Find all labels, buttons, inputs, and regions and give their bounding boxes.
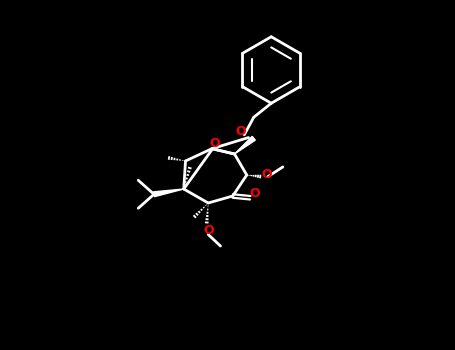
Text: O: O bbox=[250, 187, 260, 200]
Text: O: O bbox=[209, 137, 220, 150]
Text: O: O bbox=[203, 224, 213, 238]
Text: O: O bbox=[261, 168, 272, 182]
Polygon shape bbox=[154, 189, 184, 197]
Polygon shape bbox=[234, 136, 255, 154]
Text: O: O bbox=[236, 125, 246, 138]
